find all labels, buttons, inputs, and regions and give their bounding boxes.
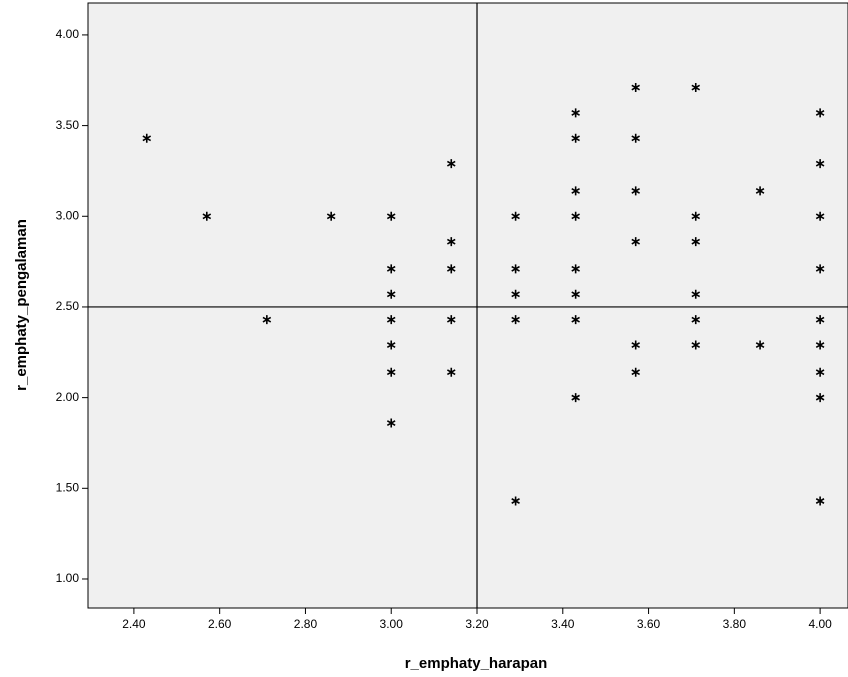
x-tick-label: 3.60 — [637, 617, 661, 631]
x-tick-label: 2.40 — [122, 617, 146, 631]
y-axis-title: r_emphaty_pengalaman — [13, 219, 30, 391]
y-tick-label: 2.00 — [56, 390, 80, 404]
page: r_emphaty_harapan r_emphaty_pengalaman 2… — [0, 0, 848, 677]
x-tick-label: 4.00 — [808, 617, 832, 631]
plot-area — [88, 3, 848, 608]
y-tick-label: 4.00 — [56, 27, 80, 41]
x-tick-label: 3.20 — [465, 617, 489, 631]
x-tick-label: 2.60 — [208, 617, 232, 631]
y-tick-label: 2.50 — [56, 299, 80, 313]
x-axis-title: r_emphaty_harapan — [405, 655, 548, 672]
y-tick-label: 1.50 — [56, 480, 80, 494]
x-tick-label: 3.80 — [723, 617, 747, 631]
y-tick-label: 3.00 — [56, 208, 80, 222]
x-tick-label: 3.40 — [551, 617, 575, 631]
y-tick-label: 1.00 — [56, 571, 80, 585]
x-tick-label: 2.80 — [294, 617, 318, 631]
x-tick-label: 3.00 — [380, 617, 404, 631]
chart: r_emphaty_harapan r_emphaty_pengalaman 2… — [0, 0, 848, 677]
y-tick-label: 3.50 — [56, 118, 80, 132]
